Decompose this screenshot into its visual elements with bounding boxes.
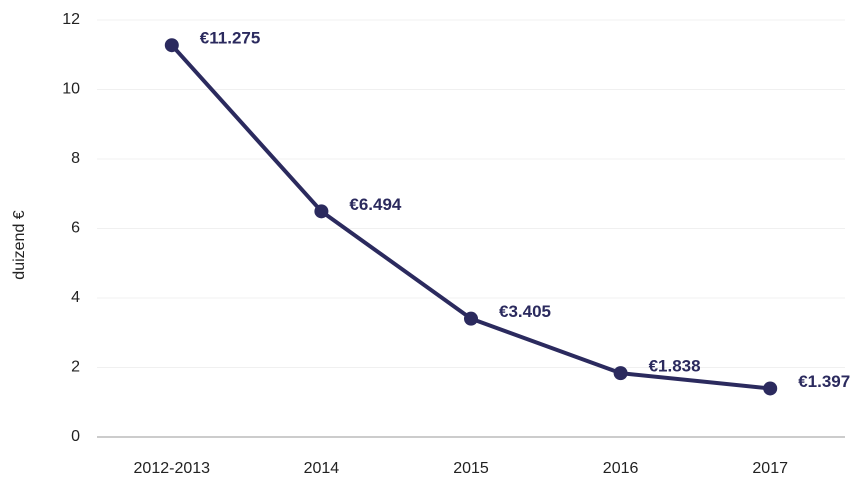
y-tick-label: 8 [71,150,80,167]
y-tick-label: 0 [71,428,80,445]
y-tick-label: 10 [62,81,80,98]
x-tick-label: 2014 [304,460,340,477]
point [314,204,329,219]
y-tick-label: 6 [71,220,80,237]
data-label: €11.275 [200,29,261,48]
data-label: €1.838 [649,357,701,376]
data-label: €3.405 [499,302,551,321]
data-label: €1.397 [798,372,850,391]
point [164,38,179,53]
point [464,311,478,326]
line [170,43,771,391]
y-tick-label: 2 [71,359,80,376]
x-tick-label: 2017 [752,460,788,477]
data-label: €6.494 [349,195,402,214]
y-tick-label: 4 [71,289,80,306]
point [763,381,778,396]
x-tick-label: 2016 [603,460,639,477]
x-tick-label: 2012-2013 [134,460,211,477]
point [613,366,628,381]
y-axis-label: duizend € [11,210,28,279]
x-tick-label: 2015 [453,460,489,477]
y-tick-label: 12 [62,11,80,28]
